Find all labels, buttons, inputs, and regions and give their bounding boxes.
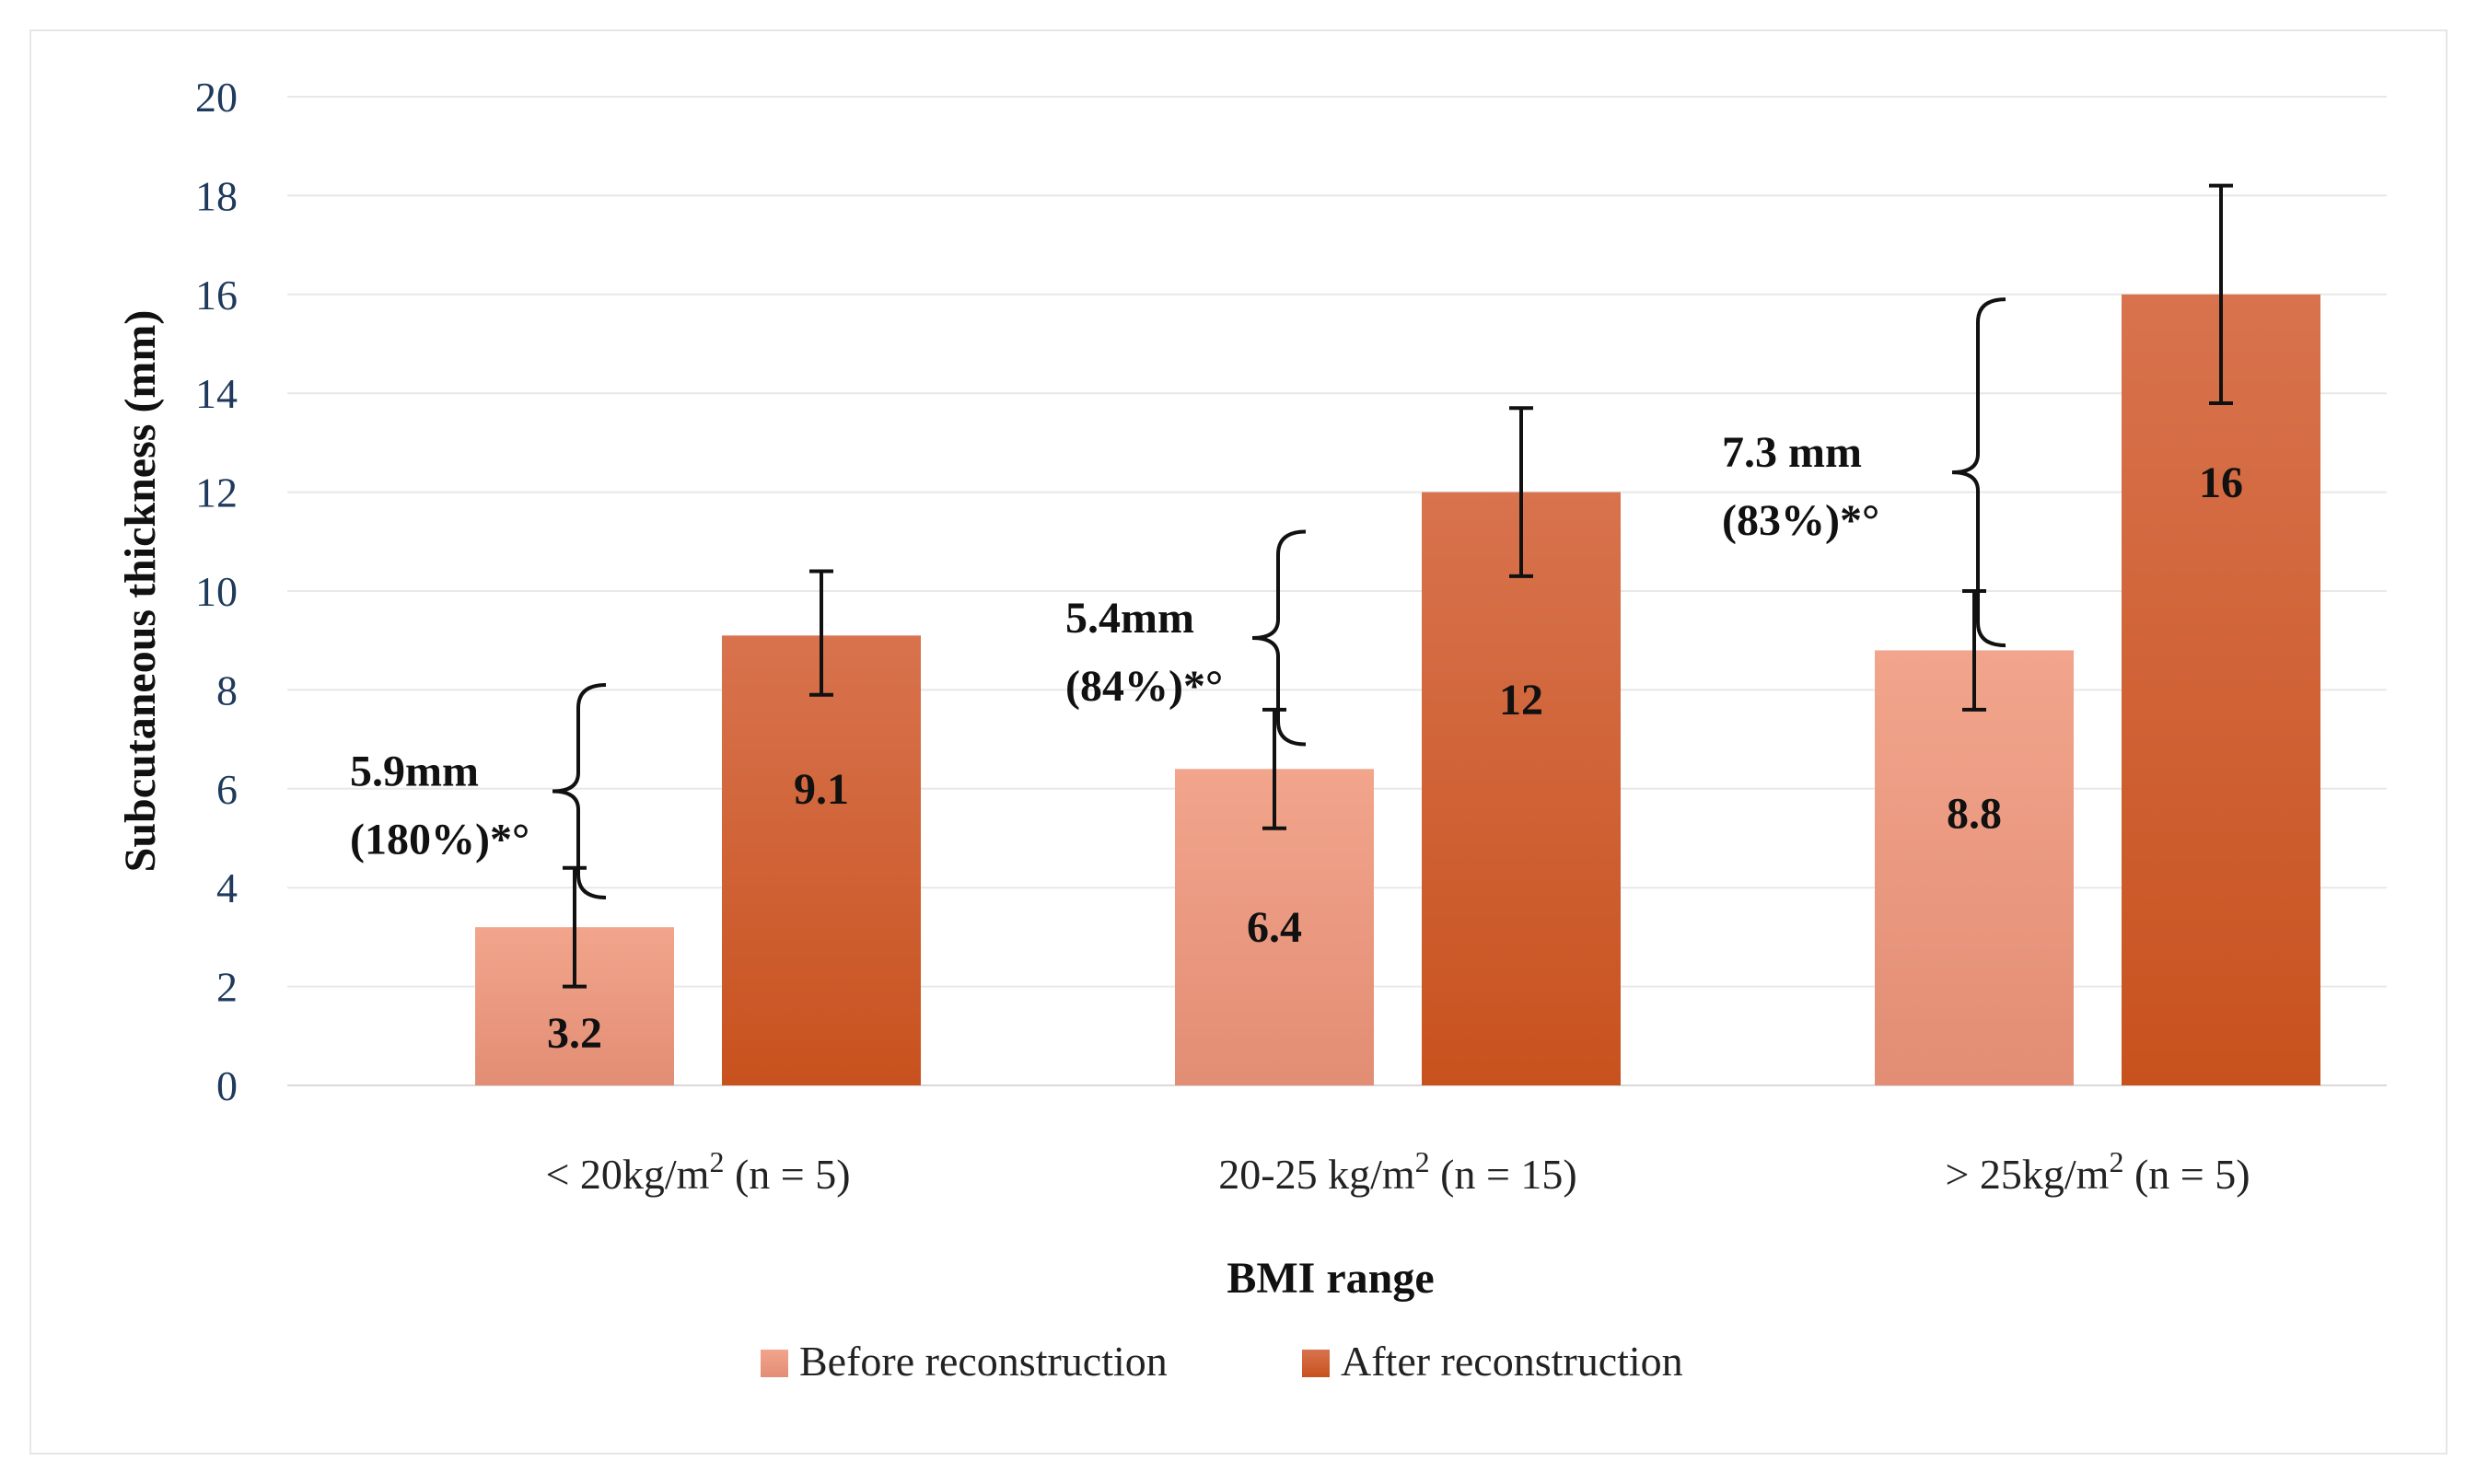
bar-value-label: 12 [1499, 676, 1543, 725]
curly-brace [1951, 297, 2006, 648]
bar-value-label: 16 [2199, 458, 2243, 507]
legend-swatch [761, 1350, 788, 1377]
bar-after-2 [2122, 294, 2320, 1085]
curly-brace [1251, 529, 1307, 747]
annotation-percent: (180%)*° [350, 815, 529, 864]
legend-label: After reconstruction [1341, 1338, 1683, 1385]
y-tick-label: 8 [216, 667, 238, 713]
annotation-value: 5.4mm [1065, 594, 1194, 643]
bar-value-label: 8.8 [1947, 790, 2002, 839]
error-bar [2209, 183, 2233, 405]
x-axis-title: BMI range [1227, 1254, 1434, 1303]
y-tick-label: 2 [216, 964, 238, 1011]
annotation-percent: (83%)*° [1722, 496, 1879, 545]
bar-after-0 [722, 635, 921, 1085]
annotation-value: 7.3 mm [1722, 428, 1862, 477]
error-bars [563, 183, 2233, 989]
error-bar [1962, 589, 1986, 712]
y-tick-label: 0 [216, 1062, 238, 1109]
legend-swatch [1302, 1350, 1330, 1377]
y-axis-ticks: 0 2 4 6 8 10 12 14 16 18 20 [195, 74, 238, 1109]
bar-value-label: 9.1 [794, 765, 849, 814]
y-tick-label: 4 [216, 864, 238, 911]
bar-value-label: 6.4 [1247, 903, 1302, 952]
curly-brace [552, 683, 607, 899]
y-tick-label: 18 [195, 172, 238, 219]
difference-annotation: 7.3 mm (83%)*° [1722, 297, 2006, 648]
x-category-label: > 25kg/m2 (n = 5) [1945, 1145, 2250, 1198]
annotation-percent: (84%)*° [1065, 662, 1223, 711]
annotations: 5.9mm (180%)*° 5.4mm (84%)*° 7.3 mm (83%)*° [350, 297, 2006, 899]
y-tick-label: 20 [195, 74, 238, 121]
y-tick-label: 16 [195, 272, 238, 319]
error-bar [563, 865, 587, 989]
legend-item: After reconstruction [1302, 1338, 1683, 1385]
x-axis-categories: < 20kg/m2 (n = 5) 20-25 kg/m2 (n = 15) > 2… [545, 1145, 2250, 1198]
bar-before-2 [1875, 650, 2074, 1085]
bar-value-label: 3.2 [547, 1009, 602, 1058]
error-bar [1509, 406, 1533, 578]
y-tick-label: 14 [195, 370, 238, 417]
x-category-label: 20-25 kg/m2 (n = 15) [1218, 1145, 1576, 1198]
error-bar [809, 569, 833, 697]
legend-label: Before reconstruction [799, 1338, 1168, 1385]
y-axis-title: Subcutaneous thickness (mm) [116, 310, 165, 873]
y-tick-label: 10 [195, 568, 238, 615]
legend: Before reconstruction After reconstructio… [761, 1338, 1683, 1385]
bars [475, 294, 2320, 1085]
error-bar [1262, 707, 1286, 830]
bar-labels: 3.2 6.4 8.8 9.1 12 16 [547, 458, 2243, 1058]
annotation-value: 5.9mm [350, 747, 479, 795]
difference-annotation: 5.4mm (84%)*° [1065, 529, 1307, 747]
difference-annotation: 5.9mm (180%)*° [350, 683, 607, 899]
legend-item: Before reconstruction [761, 1338, 1168, 1385]
y-tick-label: 6 [216, 766, 238, 813]
bar-after-1 [1422, 492, 1621, 1085]
y-tick-label: 12 [195, 470, 238, 516]
x-category-label: < 20kg/m2 (n = 5) [545, 1145, 850, 1198]
